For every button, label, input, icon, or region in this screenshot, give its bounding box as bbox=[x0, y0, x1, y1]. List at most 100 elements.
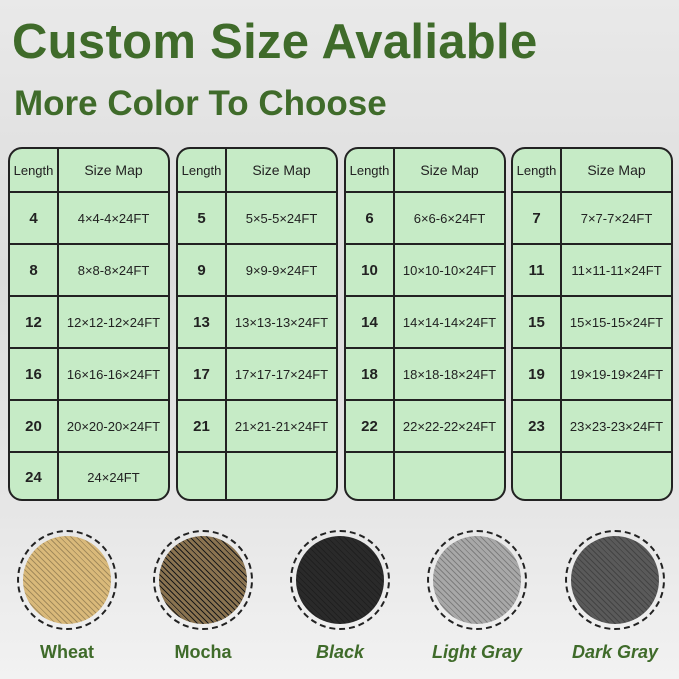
table-row: 10 10×10-10×24FT bbox=[346, 245, 504, 297]
header-size-map: Size Map bbox=[587, 162, 646, 178]
length-cell: 10 bbox=[346, 245, 395, 295]
length-cell: 22 bbox=[346, 401, 395, 451]
size-map-cell: 12×12-12×24FT bbox=[66, 314, 161, 330]
table-row: 20 20×20-20×24FT bbox=[10, 401, 168, 453]
length-cell: 5 bbox=[178, 193, 227, 243]
header-length: Length bbox=[10, 149, 59, 191]
mesh-texture bbox=[159, 536, 247, 624]
table-row: 19 19×19-19×24FT bbox=[513, 349, 671, 401]
size-map-cell: 5×5-5×24FT bbox=[245, 210, 318, 226]
length-cell: 7 bbox=[513, 193, 562, 243]
length-cell: 15 bbox=[513, 297, 562, 347]
size-map-cell: 18×18-18×24FT bbox=[402, 366, 497, 382]
table-row bbox=[513, 453, 671, 499]
mesh-texture bbox=[23, 536, 111, 624]
table-row: 11 11×11-11×24FT bbox=[513, 245, 671, 297]
table-row: 24 24×24FT bbox=[10, 453, 168, 499]
length-cell bbox=[513, 453, 562, 499]
table-row: 8 8×8-8×24FT bbox=[10, 245, 168, 297]
size-map-cell: 16×16-16×24FT bbox=[66, 366, 161, 382]
table-header: Length Size Map bbox=[513, 149, 671, 193]
header-length: Length bbox=[346, 149, 395, 191]
swatch-wheat bbox=[17, 530, 117, 630]
header-length: Length bbox=[513, 149, 562, 191]
size-map-cell bbox=[227, 453, 336, 499]
size-map-cell: 7×7-7×24FT bbox=[580, 210, 653, 226]
table-row: 14 14×14-14×24FT bbox=[346, 297, 504, 349]
length-cell: 9 bbox=[178, 245, 227, 295]
table-row: 17 17×17-17×24FT bbox=[178, 349, 336, 401]
size-map-cell: 4×4-4×24FT bbox=[77, 210, 150, 226]
length-cell: 21 bbox=[178, 401, 227, 451]
size-map-cell: 14×14-14×24FT bbox=[402, 314, 497, 330]
header-size-map: Size Map bbox=[420, 162, 479, 178]
size-map-cell: 23×23-23×24FT bbox=[569, 418, 664, 434]
mesh-texture bbox=[571, 536, 659, 624]
length-cell bbox=[346, 453, 395, 499]
length-cell: 20 bbox=[10, 401, 59, 451]
table-header: Length Size Map bbox=[346, 149, 504, 193]
table-row: 15 15×15-15×24FT bbox=[513, 297, 671, 349]
size-map-cell: 11×11-11×24FT bbox=[571, 262, 662, 278]
table-row: 18 18×18-18×24FT bbox=[346, 349, 504, 401]
length-cell: 8 bbox=[10, 245, 59, 295]
table-row bbox=[178, 453, 336, 499]
size-map-cell: 13×13-13×24FT bbox=[234, 314, 329, 330]
size-map-cell: 17×17-17×24FT bbox=[234, 366, 329, 382]
header-size-map: Size Map bbox=[252, 162, 311, 178]
swatch-light-gray bbox=[427, 530, 527, 630]
length-cell: 24 bbox=[10, 453, 59, 499]
table-row: 6 6×6-6×24FT bbox=[346, 193, 504, 245]
table-row: 16 16×16-16×24FT bbox=[10, 349, 168, 401]
swatch-mocha bbox=[153, 530, 253, 630]
table-row: 7 7×7-7×24FT bbox=[513, 193, 671, 245]
subheadline: More Color To Choose bbox=[14, 84, 387, 123]
headline: Custom Size Avaliable bbox=[12, 15, 538, 69]
size-map-cell: 19×19-19×24FT bbox=[569, 366, 664, 382]
size-map-cell bbox=[395, 453, 504, 499]
swatch-label: Dark Gray bbox=[571, 642, 659, 662]
swatch-label: Black bbox=[315, 642, 365, 662]
table-row: 13 13×13-13×24FT bbox=[178, 297, 336, 349]
length-cell: 18 bbox=[346, 349, 395, 399]
length-cell: 16 bbox=[10, 349, 59, 399]
size-map-cell bbox=[562, 453, 671, 499]
length-cell: 19 bbox=[513, 349, 562, 399]
size-table: Length Size Map 6 6×6-6×24FT 10 10×10-10×24FT… bbox=[344, 147, 506, 501]
table-row: 21 21×21-21×24FT bbox=[178, 401, 336, 453]
table-row: 4 4×4-4×24FT bbox=[10, 193, 168, 245]
length-cell: 4 bbox=[10, 193, 59, 243]
size-table: Length Size Map 4 4×4-4×24FT 8 8×8-8×24FT 12 12… bbox=[8, 147, 170, 501]
swatch-label: Light Gray bbox=[431, 642, 522, 662]
size-map-cell: 15×15-15×24FT bbox=[569, 314, 664, 330]
table-row bbox=[346, 453, 504, 499]
size-map-cell: 8×8-8×24FT bbox=[77, 262, 150, 278]
swatch-dark-gray bbox=[565, 530, 665, 630]
table-row: 9 9×9-9×24FT bbox=[178, 245, 336, 297]
length-cell: 11 bbox=[513, 245, 562, 295]
table-header: Length Size Map bbox=[178, 149, 336, 193]
size-map-cell: 24×24FT bbox=[87, 469, 140, 485]
size-map-cell: 21×21-21×24FT bbox=[234, 418, 329, 434]
swatch-label: Mocha bbox=[174, 642, 232, 662]
length-cell bbox=[178, 453, 227, 499]
size-table: Length Size Map 7 7×7-7×24FT 11 11×11-11×24FT… bbox=[511, 147, 673, 501]
size-map-cell: 9×9-9×24FT bbox=[245, 262, 318, 278]
length-cell: 6 bbox=[346, 193, 395, 243]
size-map-cell: 22×22-22×24FT bbox=[402, 418, 497, 434]
swatch-label: Wheat bbox=[40, 642, 94, 662]
header-size-map: Size Map bbox=[84, 162, 143, 178]
size-map-cell: 20×20-20×24FT bbox=[66, 418, 161, 434]
size-map-cell: 6×6-6×24FT bbox=[413, 210, 486, 226]
table-row: 12 12×12-12×24FT bbox=[10, 297, 168, 349]
table-row: 5 5×5-5×24FT bbox=[178, 193, 336, 245]
table-row: 23 23×23-23×24FT bbox=[513, 401, 671, 453]
length-cell: 17 bbox=[178, 349, 227, 399]
length-cell: 12 bbox=[10, 297, 59, 347]
table-row: 22 22×22-22×24FT bbox=[346, 401, 504, 453]
mesh-texture bbox=[433, 536, 521, 624]
size-table: Length Size Map 5 5×5-5×24FT 9 9×9-9×24FT 13 13… bbox=[176, 147, 338, 501]
length-cell: 14 bbox=[346, 297, 395, 347]
mesh-texture bbox=[296, 536, 384, 624]
swatch-black bbox=[290, 530, 390, 630]
